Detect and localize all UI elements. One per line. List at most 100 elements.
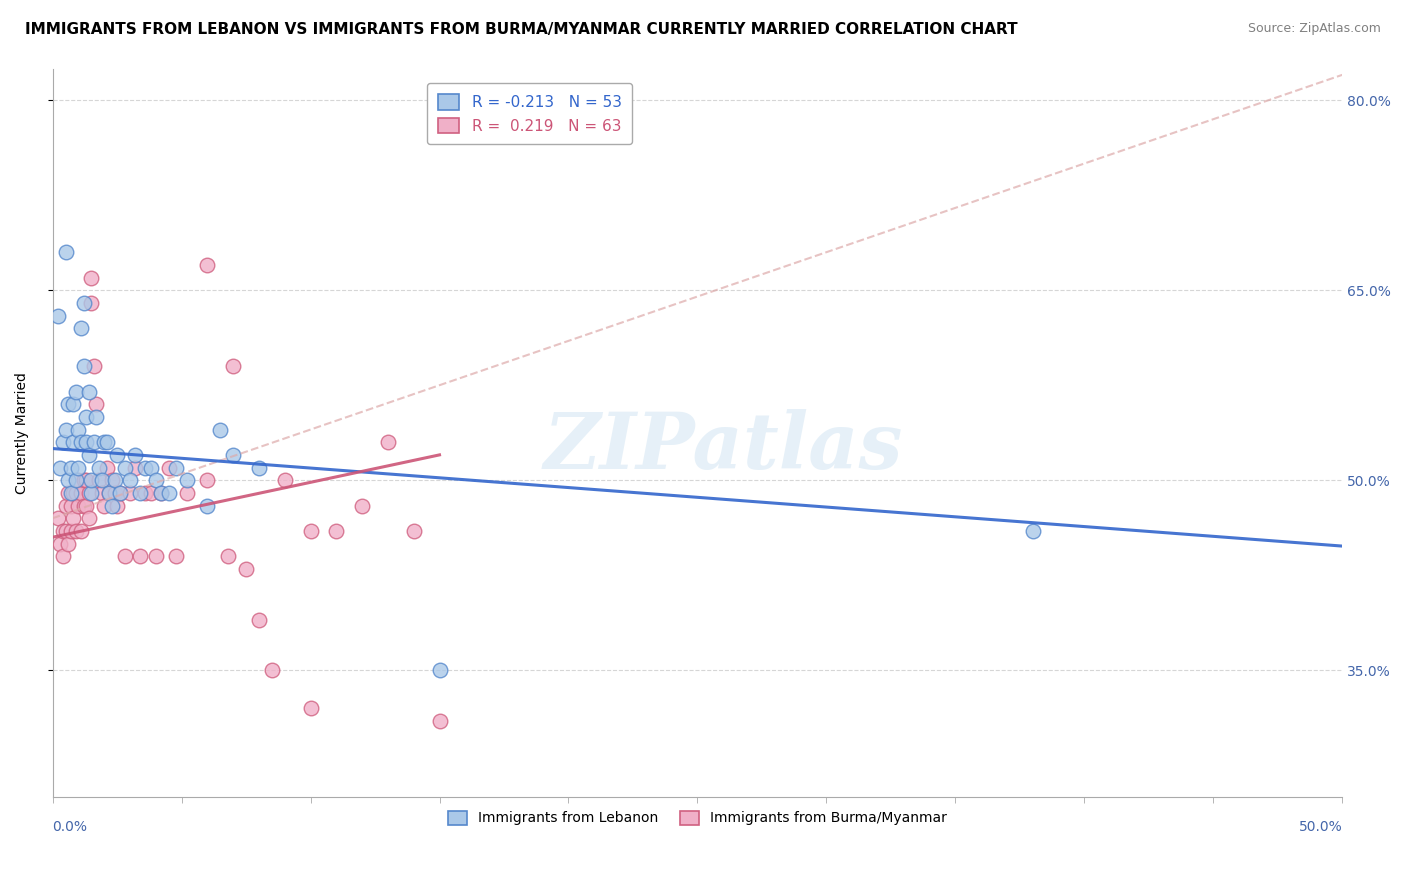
Point [118, 473, 141, 487]
Point [83, 435, 105, 450]
Point [145, 549, 167, 564]
Point [86, 409, 108, 424]
Point [59, 486, 82, 500]
Point [429, 714, 451, 728]
Point [101, 473, 124, 487]
Point [260, 663, 283, 677]
Point [98, 486, 121, 500]
Point [62, 397, 84, 411]
Point [46, 511, 69, 525]
Point [98, 486, 121, 500]
Point [149, 486, 172, 500]
Point [96, 460, 118, 475]
Point [52, 549, 75, 564]
Point [195, 258, 218, 272]
Point [209, 423, 232, 437]
Point [108, 486, 131, 500]
Point [86, 397, 108, 411]
Point [52, 435, 75, 450]
Point [83, 359, 105, 374]
Point [70, 524, 93, 538]
Point [299, 524, 322, 538]
Point [139, 460, 162, 475]
Point [402, 524, 425, 538]
Text: ZIPatlas: ZIPatlas [544, 409, 903, 485]
Point [1022, 524, 1045, 538]
Text: 50.0%: 50.0% [1299, 820, 1343, 834]
Point [149, 486, 172, 500]
Point [114, 549, 136, 564]
Point [65, 473, 87, 487]
Point [217, 549, 239, 564]
Point [49, 460, 72, 475]
Point [80, 296, 103, 310]
Point [56, 536, 79, 550]
Point [59, 499, 82, 513]
Point [176, 486, 198, 500]
Point [165, 549, 187, 564]
Point [87, 473, 110, 487]
Point [108, 486, 131, 500]
Point [65, 524, 87, 538]
Point [67, 460, 90, 475]
Point [52, 524, 75, 538]
Point [247, 460, 270, 475]
Point [176, 473, 198, 487]
Point [118, 486, 141, 500]
Point [62, 435, 84, 450]
Point [49, 536, 72, 550]
Point [75, 409, 97, 424]
Point [145, 473, 167, 487]
Point [124, 448, 146, 462]
Point [96, 435, 118, 450]
Point [72, 473, 94, 487]
Point [77, 511, 100, 525]
Text: Source: ZipAtlas.com: Source: ZipAtlas.com [1247, 22, 1381, 36]
Point [195, 473, 218, 487]
Point [352, 499, 374, 513]
Point [90, 486, 112, 500]
Point [222, 448, 245, 462]
Point [222, 359, 245, 374]
Point [55, 499, 77, 513]
Point [56, 397, 79, 411]
Legend: Immigrants from Lebanon, Immigrants from Burma/Myanmar: Immigrants from Lebanon, Immigrants from… [440, 802, 955, 834]
Point [80, 486, 103, 500]
Point [75, 499, 97, 513]
Point [103, 486, 125, 500]
Point [72, 296, 94, 310]
Point [195, 499, 218, 513]
Point [124, 460, 146, 475]
Point [55, 245, 77, 260]
Point [129, 486, 152, 500]
Point [139, 486, 162, 500]
Point [67, 423, 90, 437]
Point [101, 499, 124, 513]
Point [80, 270, 103, 285]
Point [62, 511, 84, 525]
Y-axis label: Currently Married: Currently Married [15, 372, 30, 493]
Point [65, 486, 87, 500]
Point [77, 384, 100, 399]
Point [247, 613, 270, 627]
Point [56, 486, 79, 500]
Point [325, 524, 347, 538]
Point [105, 499, 128, 513]
Point [59, 460, 82, 475]
Point [70, 321, 93, 335]
Point [165, 460, 187, 475]
Point [67, 473, 90, 487]
Point [65, 384, 87, 399]
Point [72, 499, 94, 513]
Point [67, 499, 90, 513]
Point [157, 460, 180, 475]
Point [75, 473, 97, 487]
Point [134, 486, 156, 500]
Point [377, 435, 399, 450]
Point [235, 562, 257, 576]
Point [72, 359, 94, 374]
Point [114, 460, 136, 475]
Point [55, 423, 77, 437]
Point [93, 435, 115, 450]
Point [429, 663, 451, 677]
